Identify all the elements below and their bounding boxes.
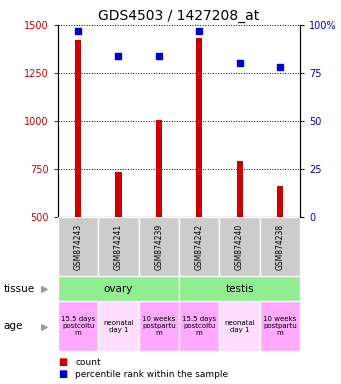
Text: GSM874242: GSM874242 [195, 223, 204, 270]
Text: ▶: ▶ [41, 284, 48, 294]
Bar [237, 161, 242, 217]
Text: 15.5 days
postcoitu
m: 15.5 days postcoitu m [182, 316, 216, 336]
Text: GSM874239: GSM874239 [154, 223, 163, 270]
Text: 10 weeks
postpartu
m: 10 weeks postpartu m [263, 316, 297, 336]
Bar [98, 301, 139, 351]
Bar [58, 301, 98, 351]
Text: percentile rank within the sample: percentile rank within the sample [75, 370, 228, 379]
Bar [219, 217, 260, 276]
Text: GSM874241: GSM874241 [114, 223, 123, 270]
Bar [277, 186, 283, 217]
Bar [116, 172, 121, 217]
Bar [179, 217, 219, 276]
Text: GSM874240: GSM874240 [235, 223, 244, 270]
Text: age: age [3, 321, 23, 331]
Text: 10 weeks
postpartu
m: 10 weeks postpartu m [142, 316, 176, 336]
Title: GDS4503 / 1427208_at: GDS4503 / 1427208_at [99, 8, 260, 23]
Bar [260, 217, 300, 276]
Text: 15.5 days
postcoitu
m: 15.5 days postcoitu m [61, 316, 95, 336]
Bar [139, 301, 179, 351]
Text: ■: ■ [58, 357, 67, 367]
Text: count: count [75, 358, 101, 367]
Bar [58, 217, 98, 276]
Bar [75, 40, 81, 217]
Bar [156, 120, 162, 217]
Text: neonatal
day 1: neonatal day 1 [103, 320, 134, 333]
Text: ▶: ▶ [41, 321, 48, 331]
Bar [139, 217, 179, 276]
Bar [219, 301, 260, 351]
Text: neonatal
day 1: neonatal day 1 [224, 320, 255, 333]
Text: GSM874243: GSM874243 [74, 223, 83, 270]
Text: tissue: tissue [3, 284, 34, 294]
Bar [260, 301, 300, 351]
Text: ovary: ovary [104, 284, 133, 294]
Bar [179, 301, 219, 351]
Text: testis: testis [225, 284, 254, 294]
Bar [98, 217, 139, 276]
Text: GSM874238: GSM874238 [276, 223, 284, 270]
Bar [196, 38, 202, 217]
Text: ■: ■ [58, 369, 67, 379]
Bar [179, 276, 300, 301]
Bar [58, 276, 179, 301]
